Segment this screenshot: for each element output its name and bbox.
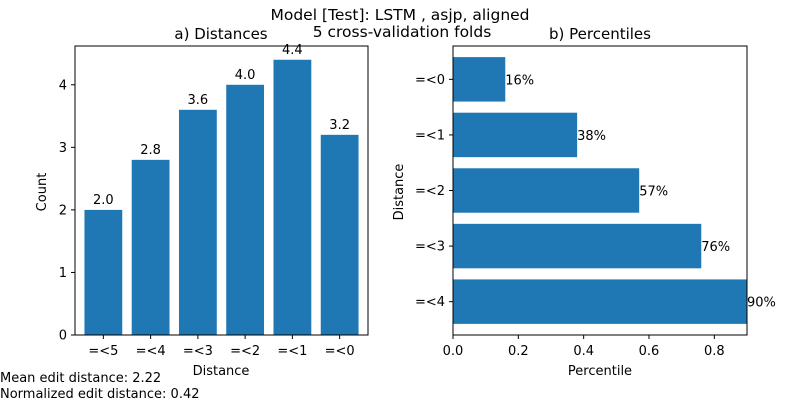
suptitle-line2: 5 cross-validation folds (313, 23, 492, 41)
percentiles-chart-title: b) Percentiles (549, 25, 651, 43)
plot-frame (74, 45, 369, 336)
y-tick-label: =<3 (415, 240, 445, 255)
distance-bar (273, 59, 312, 336)
x-tick-label: =<3 (183, 344, 213, 359)
x-tick-label: 0.2 (508, 344, 529, 359)
y-tick-label: =<1 (415, 128, 445, 143)
percentiles-chart: b) Percentiles 16% =<0 38% =<1 57% =<2 76% =<3 9… (392, 25, 776, 379)
percentile-bar (453, 57, 506, 102)
bar-value-label: 4.0 (235, 68, 256, 83)
bar-value-label: 4.4 (282, 43, 303, 58)
distances-chart: a) Distances 2.0 =<5 2.8 =<4 3.6 =<3 4.0 =<2 4.4… (35, 25, 369, 379)
percentiles-y-axis-label: Distance (392, 164, 407, 221)
y-tick-label: 1 (59, 266, 67, 281)
percentile-bar (453, 279, 747, 324)
mean-edit-distance: Mean edit distance: 2.22 (0, 371, 162, 386)
bar-value-label: 2.0 (93, 193, 114, 208)
bar-value-label: 2.8 (140, 143, 161, 158)
x-tick-label: 0.8 (704, 344, 725, 359)
bar-value-label: 90% (747, 296, 776, 311)
x-tick-label: =<1 (277, 344, 307, 359)
bar-value-label: 76% (701, 240, 730, 255)
x-tick-label: =<4 (136, 344, 166, 359)
distance-bar (131, 159, 170, 335)
percentile-bar (453, 112, 578, 158)
x-tick-label: 0.0 (443, 344, 464, 359)
x-tick-label: =<2 (230, 344, 260, 359)
bar-value-label: 3.6 (188, 93, 209, 108)
plot-frame (452, 45, 748, 336)
y-tick-label: =<4 (415, 295, 445, 310)
distance-bar (84, 209, 123, 335)
distance-bar (178, 109, 217, 335)
y-tick-label: 3 (59, 141, 67, 156)
distance-bar (320, 134, 359, 335)
bar-value-label: 16% (505, 73, 534, 88)
y-tick-label: 0 (59, 329, 67, 344)
y-tick-label: =<2 (415, 184, 445, 199)
distances-chart-title: a) Distances (174, 25, 267, 43)
percentile-bar (453, 168, 640, 213)
x-tick-label: 0.4 (573, 344, 594, 359)
distances-x-axis-label: Distance (193, 364, 250, 379)
y-tick-label: =<0 (415, 73, 445, 88)
x-tick-label: 0.6 (639, 344, 660, 359)
x-tick-label: =<5 (88, 344, 118, 359)
percentiles-x-axis-label: Percentile (568, 364, 632, 379)
normalized-edit-distance: Normalized edit distance: 0.42 (0, 387, 200, 402)
y-tick-label: 4 (59, 78, 67, 93)
bar-value-label: 3.2 (329, 118, 350, 133)
x-tick-label: =<0 (325, 344, 355, 359)
distances-y-axis-label: Count (35, 173, 50, 212)
y-tick-label: 2 (59, 203, 67, 218)
suptitle-line1: Model [Test]: LSTM , asjp, aligned (270, 6, 529, 24)
percentile-bar (453, 223, 702, 269)
bar-value-label: 57% (639, 185, 668, 200)
distance-bar (226, 84, 265, 336)
bar-value-label: 38% (577, 129, 606, 144)
